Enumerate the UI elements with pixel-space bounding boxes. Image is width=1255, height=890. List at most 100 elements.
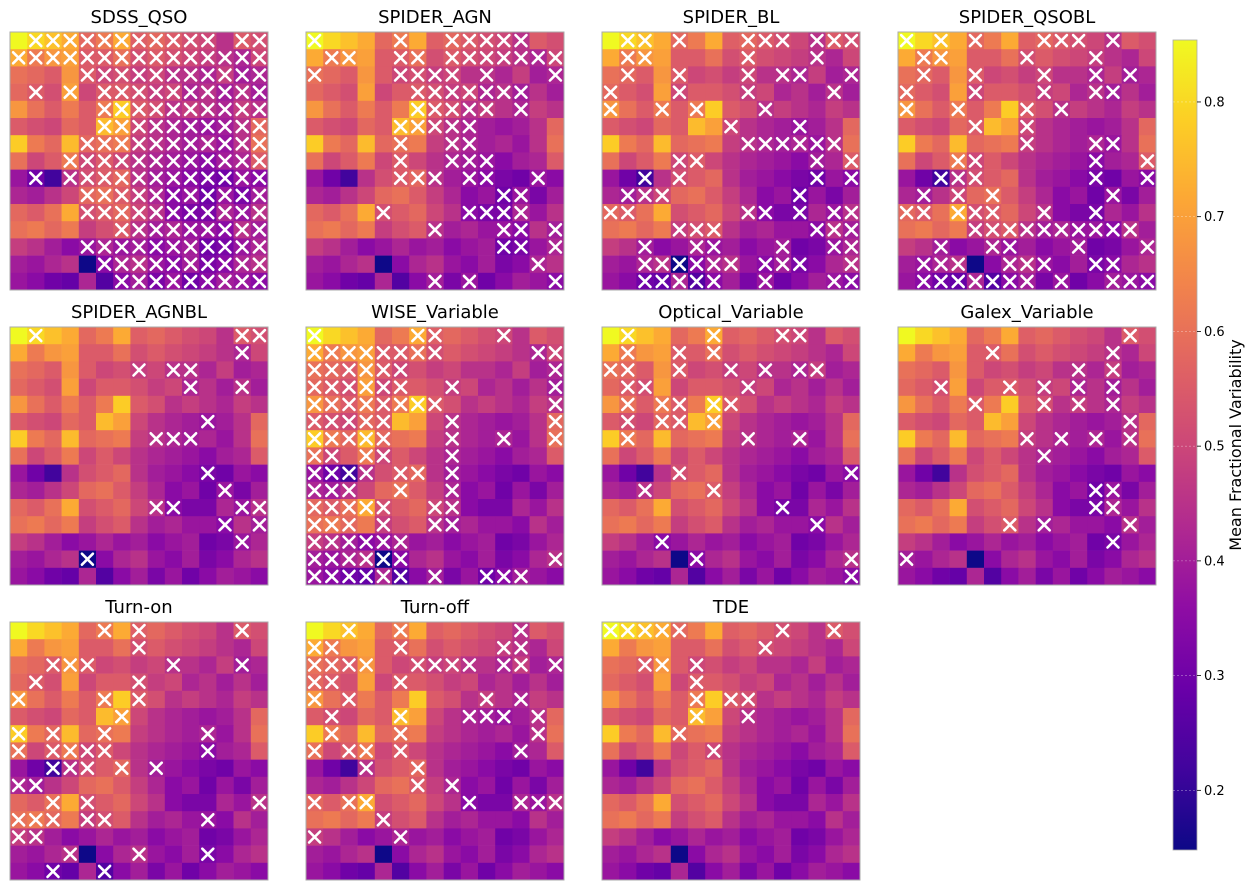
marker <box>393 171 408 185</box>
panel-border <box>9 326 269 586</box>
cell <box>61 828 80 846</box>
cell <box>842 622 861 640</box>
cell <box>705 690 723 709</box>
cell <box>688 742 706 760</box>
cell <box>340 83 358 102</box>
cell <box>409 708 427 726</box>
cell <box>27 862 45 881</box>
cell <box>653 759 672 778</box>
marker <box>307 68 322 82</box>
cell <box>1018 186 1036 205</box>
marker <box>235 188 249 203</box>
panel-title: Galex_Variable <box>960 302 1093 323</box>
cell <box>825 794 844 812</box>
cell <box>688 413 706 431</box>
cell <box>495 135 513 153</box>
cell <box>653 49 672 67</box>
cell <box>808 550 826 569</box>
cell <box>164 811 183 829</box>
cell <box>323 690 341 709</box>
cell <box>182 447 200 465</box>
marker <box>97 813 112 827</box>
cell <box>898 430 916 448</box>
marker <box>307 397 322 412</box>
marker <box>359 363 373 377</box>
cell <box>409 481 427 500</box>
marker <box>393 709 408 724</box>
cell <box>756 221 775 239</box>
cell <box>164 378 183 397</box>
cell <box>1070 49 1088 67</box>
cell <box>323 66 341 84</box>
marker <box>445 102 459 117</box>
cell <box>949 413 968 431</box>
panel-border <box>897 31 1157 291</box>
cell <box>602 395 620 414</box>
marker <box>934 240 948 254</box>
cell <box>164 413 183 431</box>
cell <box>619 238 637 256</box>
marker <box>672 154 687 168</box>
cell <box>932 413 950 431</box>
cell <box>898 255 916 274</box>
cell <box>409 221 427 239</box>
cell <box>460 186 479 205</box>
panel: Turn-on <box>9 597 269 881</box>
cell <box>825 481 844 500</box>
cell <box>443 327 462 345</box>
cell <box>44 344 62 362</box>
cell <box>44 238 62 256</box>
marker <box>149 432 163 446</box>
marker <box>514 223 528 237</box>
cell <box>949 533 968 551</box>
cell <box>426 378 444 397</box>
marker <box>63 761 77 775</box>
cell <box>27 135 45 153</box>
marker <box>342 363 356 377</box>
cell <box>512 464 530 483</box>
cell <box>478 378 496 397</box>
cell <box>409 186 427 205</box>
cell <box>984 395 1002 414</box>
cell <box>216 759 234 778</box>
cell <box>392 186 410 205</box>
cell <box>374 32 393 50</box>
cell <box>27 66 45 84</box>
cell <box>323 327 341 345</box>
cell <box>1018 204 1036 222</box>
cell <box>61 66 80 84</box>
cell <box>774 828 792 846</box>
cell <box>216 862 234 881</box>
cell <box>460 742 479 760</box>
cell <box>688 725 706 743</box>
cell <box>602 862 620 881</box>
cell <box>1121 361 1140 379</box>
cell <box>1018 344 1036 362</box>
cell <box>374 828 393 846</box>
cell <box>932 100 950 119</box>
marker <box>741 85 755 99</box>
marker <box>252 500 267 515</box>
cell <box>619 639 637 657</box>
marker <box>445 483 459 498</box>
cell <box>984 464 1002 483</box>
marker <box>445 119 459 134</box>
panel: Turn-off <box>305 597 565 881</box>
marker <box>548 658 563 672</box>
cell <box>808 725 826 743</box>
cell <box>306 708 324 726</box>
cell <box>96 794 114 812</box>
cell <box>791 759 809 778</box>
cell <box>443 759 462 778</box>
marker <box>1054 432 1069 446</box>
marker <box>951 274 965 289</box>
cell <box>495 845 513 864</box>
cell <box>619 794 637 812</box>
cell <box>842 344 861 362</box>
cell <box>619 516 637 534</box>
cell <box>688 83 706 102</box>
marker <box>531 727 545 741</box>
cell <box>216 533 234 551</box>
cell <box>670 49 689 67</box>
cell <box>44 550 62 569</box>
